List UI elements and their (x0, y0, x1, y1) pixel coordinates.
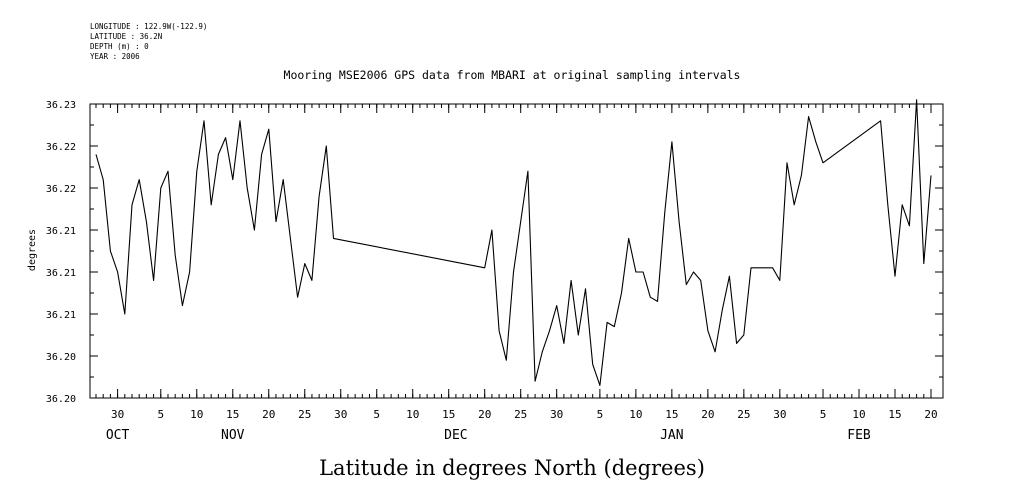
x-tick-label: 15 (226, 408, 239, 421)
x-tick-label: 20 (262, 408, 275, 421)
header-line-year: YEAR : 2006 (90, 52, 140, 61)
x-tick-label: 25 (737, 408, 750, 421)
header-info: LONGITUDE : 122.9W(-122.9) LATITUDE : 36… (90, 22, 207, 62)
y-tick-label: 36.21 (46, 310, 76, 321)
header-line-latitude: LATITUDE : 36.2N (90, 32, 163, 41)
x-tick-label: 10 (629, 408, 642, 421)
header-line-longitude: LONGITUDE : 122.9W(-122.9) (90, 22, 208, 31)
x-tick-label: 20 (701, 408, 714, 421)
x-month-label: JAN (660, 428, 683, 443)
x-tick-label: 15 (665, 408, 678, 421)
x-month-label: NOV (221, 428, 245, 443)
x-axis-label: Latitude in degrees North (degrees) (319, 456, 705, 480)
x-month-label: DEC (444, 428, 467, 443)
y-tick-label: 36.21 (46, 268, 76, 279)
x-tick-label: 30 (773, 408, 786, 421)
x-tick-label: 5 (820, 408, 827, 421)
x-tick-label: 5 (157, 408, 164, 421)
y-tick-label: 36.23 (46, 100, 76, 111)
y-tick-label: 36.22 (46, 184, 76, 195)
x-tick-label: 30 (111, 408, 124, 421)
series-line (95, 99, 932, 386)
y-tick-label: 36.21 (46, 226, 76, 237)
x-tick-label: 10 (190, 408, 203, 421)
y-axis-label: degrees (27, 229, 38, 271)
y-tick-label: 36.20 (46, 352, 76, 363)
x-tick-label: 15 (442, 408, 455, 421)
x-tick-label: 25 (514, 408, 527, 421)
x-tick-label: 15 (888, 408, 901, 421)
header-line-depth: DEPTH (m) : 0 (90, 42, 149, 51)
y-tick-label: 36.20 (46, 394, 76, 405)
x-tick-label: 30 (550, 408, 563, 421)
axis-tick-labels: 36.20 36.20 36.21 36.21 36.21 36.22 36.22 36.23… (46, 100, 938, 443)
y-tick-label: 36.22 (46, 142, 76, 153)
x-month-label: OCT (106, 428, 130, 443)
x-tick-label: 10 (852, 408, 865, 421)
chart-title: Mooring MSE2006 GPS data from MBARI at o… (284, 68, 741, 82)
x-tick-label: 25 (298, 408, 311, 421)
x-month-label: FEB (847, 428, 871, 443)
x-tick-label: 20 (478, 408, 491, 421)
axis-ticks (90, 103, 943, 399)
x-tick-label: 5 (597, 408, 604, 421)
x-tick-label: 5 (373, 408, 380, 421)
x-tick-label: 30 (334, 408, 347, 421)
x-tick-label: 10 (406, 408, 419, 421)
x-tick-label: 20 (924, 408, 937, 421)
